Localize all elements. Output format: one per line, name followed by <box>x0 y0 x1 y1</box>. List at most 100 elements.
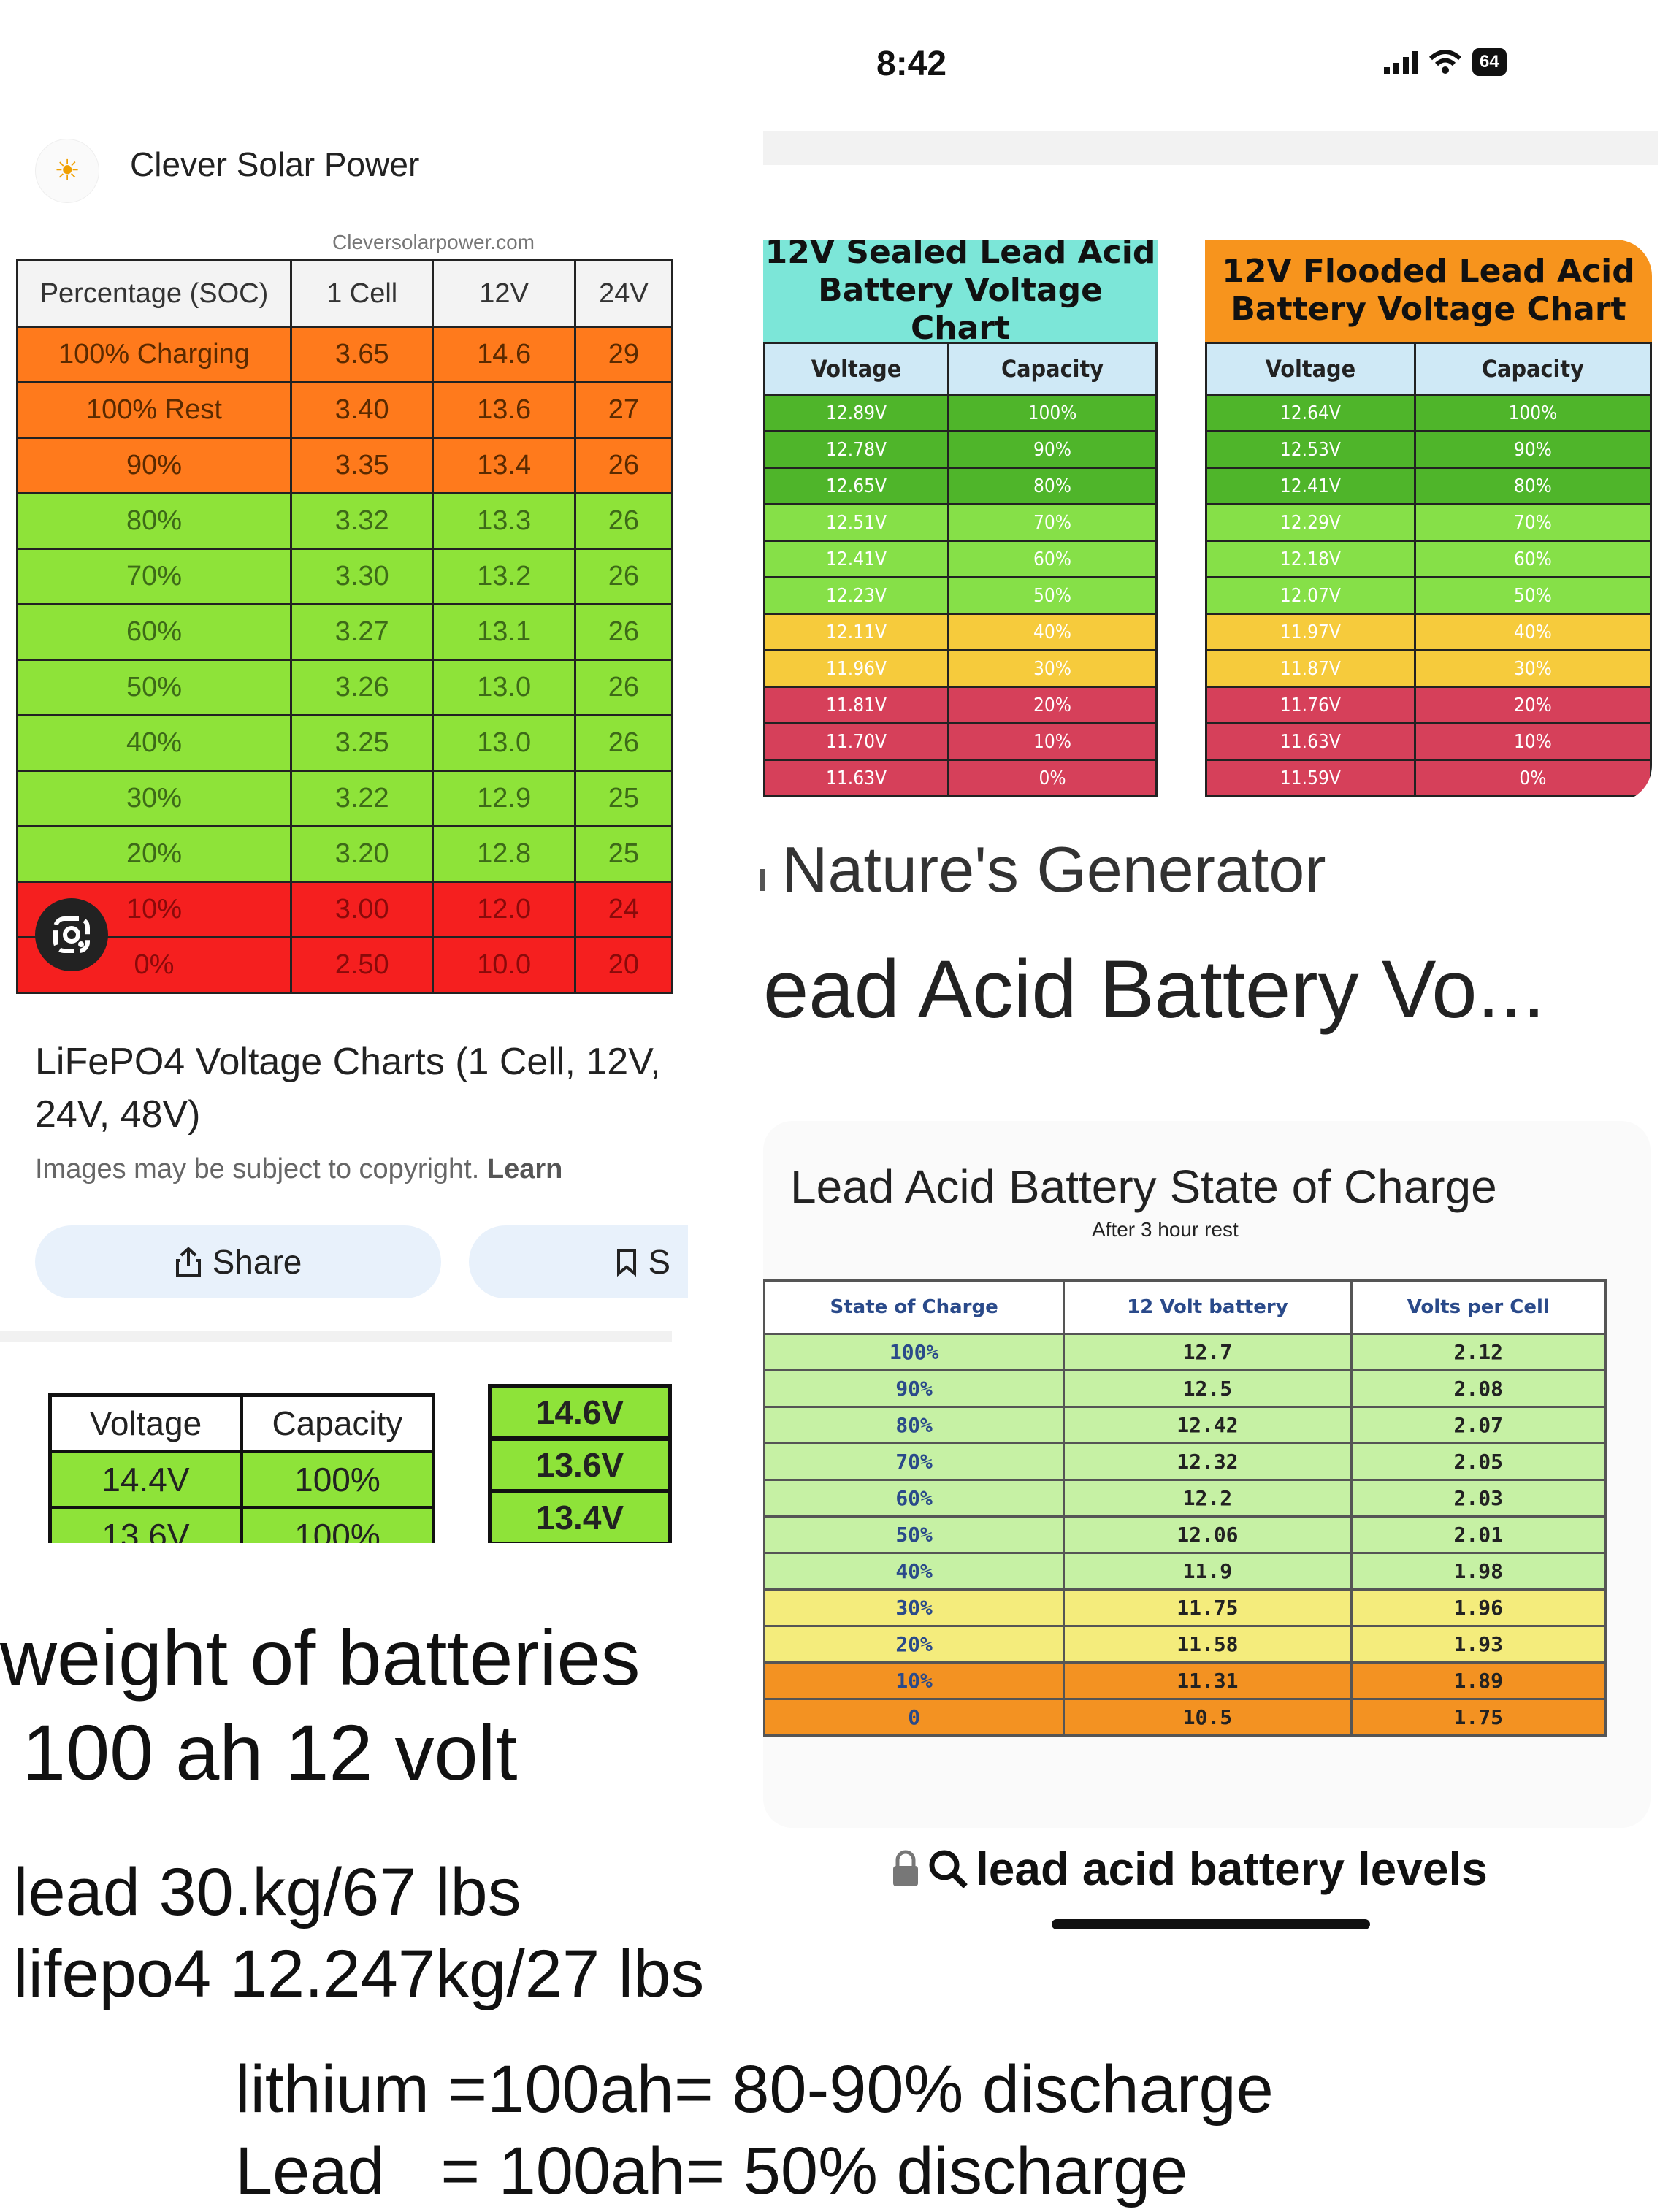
table-cell: 13.2 <box>432 548 576 605</box>
voltage-cell: 11.70V <box>763 722 950 761</box>
voltage-cell: 11.97V <box>1205 613 1416 651</box>
table-row: 0 10.5 1.75 <box>763 1698 1607 1737</box>
voltage-cell: 12.89V <box>763 394 950 432</box>
capacity-cell: 70% <box>947 503 1158 542</box>
table-row: 0% 2.50 10.0 20 <box>16 936 673 994</box>
table-row: 50% 12.06 2.01 <box>763 1515 1607 1554</box>
voltage-cell: 12.07V <box>1205 576 1416 615</box>
note-weight-line1: weight of batteries <box>0 1613 640 1702</box>
table-cell: 13.6V <box>48 1506 243 1543</box>
brand-name[interactable]: Clever Solar Power <box>130 145 420 183</box>
table-cell: 10.5 <box>1063 1698 1353 1737</box>
table-cell: 3.32 <box>289 492 435 550</box>
voltage-cell: 11.87V <box>1205 649 1416 688</box>
capacity-cell: 60% <box>947 540 1158 578</box>
table-row: 50% 3.26 13.0 26 <box>16 659 673 716</box>
table-cell: 12.5 <box>1063 1369 1353 1408</box>
table-row: 11.63V 10% <box>1205 722 1652 761</box>
voltage-cell: 12.53V <box>1205 430 1416 469</box>
column-header: 24V <box>573 259 673 328</box>
table-row: 11.87V 30% <box>1205 649 1652 688</box>
voltage-cell: 12.78V <box>763 430 950 469</box>
table-cell: 13.3 <box>432 492 576 550</box>
next-result-image-2[interactable]: 14.6V 13.6V 13.4V <box>488 1384 672 1543</box>
result-source[interactable]: Nature's Generator <box>781 833 1326 906</box>
table-row: 12.65V 80% <box>763 467 1158 505</box>
note-lead: lead 30.kg/67 lbs <box>13 1855 521 1929</box>
table-cell: 100% <box>763 1333 1066 1371</box>
next-result-image[interactable]: Voltage Capacity 14.4V 100% 13.6V 100% <box>48 1393 435 1543</box>
voltage-cell: 12.18V <box>1205 540 1416 578</box>
table-cell: 10.0 <box>432 936 576 994</box>
table-cell: 11.9 <box>1063 1552 1353 1591</box>
table-cell: 80% <box>763 1406 1066 1444</box>
table-cell: 100% Charging <box>16 326 292 383</box>
sealed-title-line1: 12V Sealed Lead Acid <box>765 240 1156 271</box>
save-button[interactable]: S <box>469 1225 688 1298</box>
table-cell: 100% <box>239 1450 435 1509</box>
table-cell: 12.8 <box>432 825 576 883</box>
table-row: 10% 11.31 1.89 <box>763 1661 1607 1700</box>
capacity-cell: 100% <box>947 394 1158 432</box>
sealed-chart-image[interactable]: 12V Sealed Lead Acid Battery Voltage Char… <box>763 240 1158 802</box>
table-row: 90% 12.5 2.08 <box>763 1369 1607 1408</box>
column-header-capacity: Capacity <box>947 342 1158 396</box>
lifepo4-table: Percentage (SOC) 1 Cell 12V 24V 100% Chargin… <box>16 259 673 994</box>
voltage-cell: 12.65V <box>763 467 950 505</box>
sealed-table: Voltage Capacity 12.89V 100% 12.78V 90% 12.65V… <box>763 342 1158 797</box>
sealed-title-line2: Battery Voltage Chart <box>818 272 1103 347</box>
table-row: 11.97V 40% <box>1205 613 1652 651</box>
flooded-chart-title: 12V Flooded Lead Acid Battery Voltage Cha… <box>1205 240 1652 342</box>
table-cell: 12.2 <box>1063 1479 1353 1518</box>
table-cell: 26 <box>573 603 673 661</box>
table-cell: 26 <box>573 492 673 550</box>
soc-chart-subtitle: After 3 hour rest <box>1092 1218 1239 1241</box>
table-cell: 30% <box>16 770 292 827</box>
table-cell: 40% <box>763 1552 1066 1591</box>
home-indicator[interactable] <box>1052 1919 1370 1929</box>
table-cell: 1.93 <box>1350 1625 1607 1664</box>
signal-icon <box>1384 50 1418 74</box>
column-header-capacity: Capacity <box>1413 342 1652 396</box>
search-bar[interactable]: lead acid battery levels <box>891 1842 1488 1896</box>
note-lead-discharge: Lead = 100ah= 50% discharge <box>235 2134 1188 2208</box>
status-icons: 64 <box>1384 48 1507 76</box>
brand-logo-icon[interactable]: ☀ <box>35 139 99 203</box>
table-row: 12.78V 90% <box>763 430 1158 469</box>
table-row: 100% 12.7 2.12 <box>763 1333 1607 1371</box>
table-header-row: Voltage Capacity <box>1205 342 1652 396</box>
share-button[interactable]: Share <box>35 1225 441 1298</box>
table-cell: 1.96 <box>1350 1588 1607 1627</box>
table-cell: 70% <box>16 548 292 605</box>
column-header-voltage: Voltage <box>1205 342 1416 396</box>
table-cell: 26 <box>573 548 673 605</box>
learn-more-link[interactable]: Learn <box>486 1154 563 1185</box>
flooded-table: Voltage Capacity 12.64V 100% 12.53V 90% 12.41V… <box>1205 342 1652 797</box>
table-row: 100% Charging 3.65 14.6 29 <box>16 326 673 383</box>
capacity-cell: 0% <box>947 759 1158 797</box>
table-cell: 14.6V <box>488 1384 672 1441</box>
table-row: 100% Rest 3.40 13.6 27 <box>16 381 673 439</box>
table-cell: 3.22 <box>289 770 435 827</box>
table-row: 12.41V 80% <box>1205 467 1652 505</box>
lifepo4-chart-image[interactable]: Percentage (SOC) 1 Cell 12V 24V 100% Chargin… <box>16 259 673 1000</box>
table-row: 30% 11.75 1.96 <box>763 1588 1607 1627</box>
flooded-chart-image[interactable]: 12V Flooded Lead Acid Battery Voltage Cha… <box>1205 240 1652 802</box>
table-cell: 10% <box>763 1661 1066 1700</box>
copyright-text: Images may be subject to copyright. <box>35 1154 480 1185</box>
table-row: 70% 3.30 13.2 26 <box>16 548 673 605</box>
result-title[interactable]: LiFePO4 Voltage Charts (1 Cell, 12V, 24V… <box>35 1041 661 1136</box>
table-cell: 3.40 <box>289 381 435 439</box>
result-title-2[interactable]: ead Acid Battery Vo... <box>763 944 1545 1035</box>
table-cell: 20% <box>763 1625 1066 1664</box>
capacity-cell: 10% <box>947 722 1158 761</box>
lens-search-button[interactable] <box>35 898 108 971</box>
image-watermark: Cleversolarpower.com <box>332 231 535 253</box>
column-header: 1 Cell <box>289 259 435 328</box>
table-header-row: State of Charge 12 Volt battery Volts per … <box>763 1279 1607 1335</box>
table-cell: 13.1 <box>432 603 576 661</box>
capacity-cell: 0% <box>1413 759 1652 797</box>
sealed-chart-title: 12V Sealed Lead Acid Battery Voltage Char… <box>763 240 1158 347</box>
table-cell: 13.0 <box>432 714 576 772</box>
table-row: 40% 11.9 1.98 <box>763 1552 1607 1591</box>
